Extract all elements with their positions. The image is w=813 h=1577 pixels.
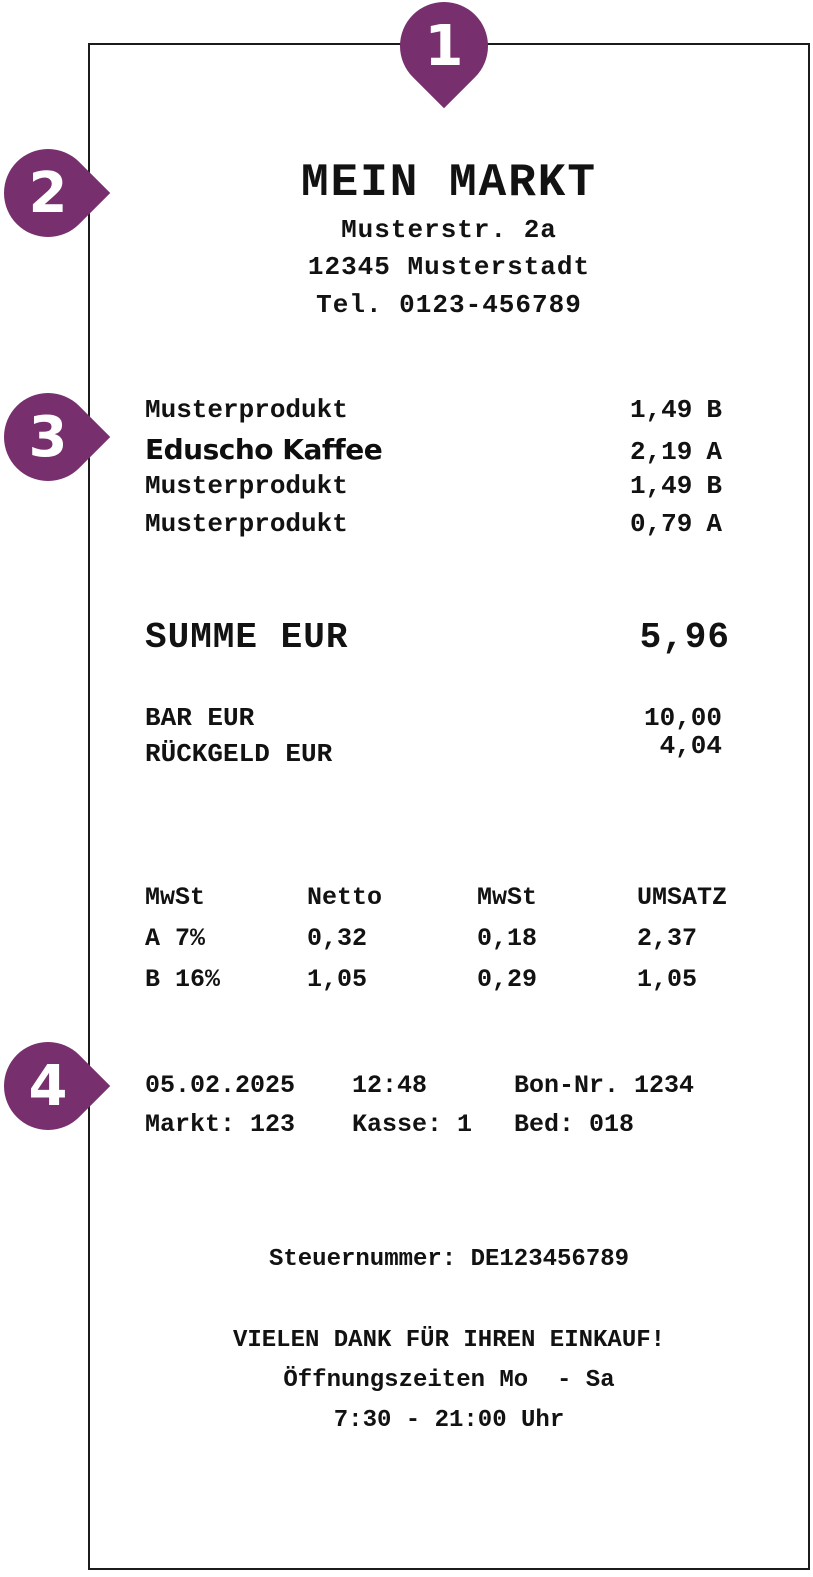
transaction-market: Markt: 123 — [145, 1110, 296, 1139]
item-name-eduscho: Eduscho Kaffee — [145, 433, 383, 466]
cash-row: BAR EUR 10,00 — [145, 703, 722, 733]
tax-header-class: MwSt — [145, 883, 206, 912]
tax-cell: 1,05 — [307, 965, 368, 994]
item-tax-class: B — [706, 395, 722, 425]
tax-header-net: Netto — [307, 883, 383, 912]
transaction-receipt-no: Bon-Nr. 1234 — [514, 1071, 695, 1100]
transaction-time: 12:48 — [352, 1071, 428, 1100]
total-label: SUMME EUR — [145, 617, 349, 658]
transaction-row-store: Markt: 123 Kasse: 1 Bed: 018 — [145, 1110, 778, 1139]
receipt-sheet: MEIN MARKT Musterstr. 2a 12345 Mustersta… — [88, 43, 810, 1570]
change-row: RÜCKGELD EUR 4,04 — [145, 731, 722, 769]
cash-value: 10,00 — [643, 703, 722, 733]
opening-days-line: Öffnungszeiten Mo - Sa — [283, 1367, 615, 1394]
item-price-group: 1,49 B — [630, 395, 722, 425]
marker-2-number: 2 — [28, 160, 68, 226]
tax-table: MwSt Netto MwSt UMSATZ A 7% 0,32 0,18 2,… — [145, 883, 778, 994]
tax-cell: 2,37 — [637, 924, 698, 953]
item-row-highlighted: Eduscho Kaffee 2,19 A — [145, 433, 722, 467]
store-name: MEIN MARKT — [300, 157, 598, 209]
item-tax-class: A — [706, 437, 722, 467]
tax-cell: A 7% — [145, 924, 206, 953]
marker-4-number: 4 — [28, 1053, 68, 1119]
item-row: Musterprodukt 1,49 B — [145, 395, 722, 425]
item-name: Musterprodukt — [145, 509, 348, 539]
store-phone: Tel. 0123-456789 — [316, 290, 582, 320]
item-price-group: 0,79 A — [630, 509, 722, 539]
transaction-clerk: Bed: 018 — [514, 1110, 635, 1139]
store-address-city: 12345 Musterstadt — [307, 252, 591, 282]
item-price-group: 2,19 A — [630, 437, 722, 467]
item-price: 0,79 — [629, 509, 693, 539]
thank-you-line: VIELEN DANK FÜR IHREN EINKAUF! — [232, 1327, 666, 1354]
change-label: RÜCKGELD EUR — [145, 739, 333, 769]
tax-cell: 0,32 — [307, 924, 368, 953]
item-price: 1,49 — [629, 395, 693, 425]
marker-1-number: 1 — [424, 13, 464, 79]
tax-cell: 1,05 — [637, 965, 698, 994]
item-price: 2,19 — [629, 437, 693, 467]
cash-label: BAR EUR — [145, 703, 255, 733]
change-value: 4,04 — [659, 731, 722, 761]
tax-cell: 0,29 — [477, 965, 538, 994]
item-row: Musterprodukt 1,49 B — [145, 471, 722, 501]
tax-cell: 0,18 — [477, 924, 538, 953]
item-tax-class: A — [706, 509, 722, 539]
item-row: Musterprodukt 0,79 A — [145, 509, 722, 539]
store-address-street: Musterstr. 2a — [341, 215, 557, 245]
tax-header-gross: UMSATZ — [637, 883, 728, 912]
item-name: Musterprodukt — [145, 395, 348, 425]
opening-hours-line: 7:30 - 21:00 Uhr — [333, 1407, 565, 1434]
tax-number: Steuernummer: DE123456789 — [268, 1246, 630, 1273]
tax-cell: B 16% — [145, 965, 221, 994]
total-value: 5,96 — [639, 617, 730, 658]
item-price-group: 1,49 B — [630, 471, 722, 501]
transaction-row-datetime: 05.02.2025 12:48 Bon-Nr. 1234 — [145, 1071, 778, 1100]
transaction-date: 05.02.2025 — [145, 1071, 296, 1100]
tax-header-vat: MwSt — [477, 883, 538, 912]
transaction-register: Kasse: 1 — [352, 1110, 473, 1139]
marker-3-number: 3 — [28, 404, 68, 470]
item-tax-class: B — [706, 471, 722, 501]
item-name: Musterprodukt — [145, 471, 348, 501]
total-row: SUMME EUR 5,96 — [145, 617, 730, 658]
item-price: 1,49 — [629, 471, 693, 501]
